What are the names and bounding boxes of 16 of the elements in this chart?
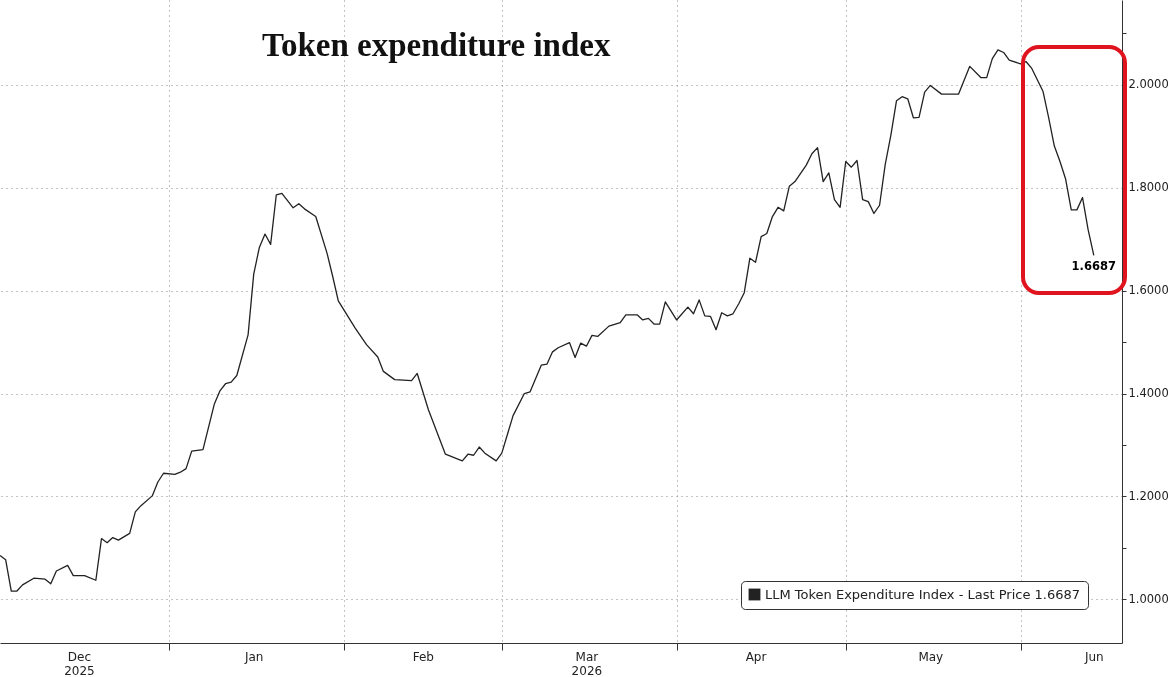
y-tick-label: 2.0000: [1128, 77, 1169, 92]
y-tick-label: 1.0000: [1128, 591, 1169, 606]
y-tick-label: 1.4000: [1128, 386, 1169, 401]
x-tick-label: Mar 2026: [571, 649, 603, 677]
legend-label: LLM Token Expenditure Index - Last Price 1.6687: [765, 586, 1081, 602]
data-label: 1.6687: [1071, 259, 1116, 274]
x-tick-label: May: [918, 649, 944, 664]
text: Token expenditure index: [262, 27, 611, 63]
x-tick-label: Dec 2025: [64, 649, 95, 677]
x-tick-label: Apr: [745, 649, 767, 664]
x-tick-label: Feb: [412, 649, 434, 664]
y-tick-label: 1.2000: [1128, 488, 1169, 503]
y-tick-label: 1.8000: [1128, 180, 1169, 195]
x-tick-label: Jun: [1083, 649, 1104, 664]
y-tick-label: 1.6000: [1128, 283, 1169, 298]
x-tick-label: Jan: [243, 649, 264, 664]
